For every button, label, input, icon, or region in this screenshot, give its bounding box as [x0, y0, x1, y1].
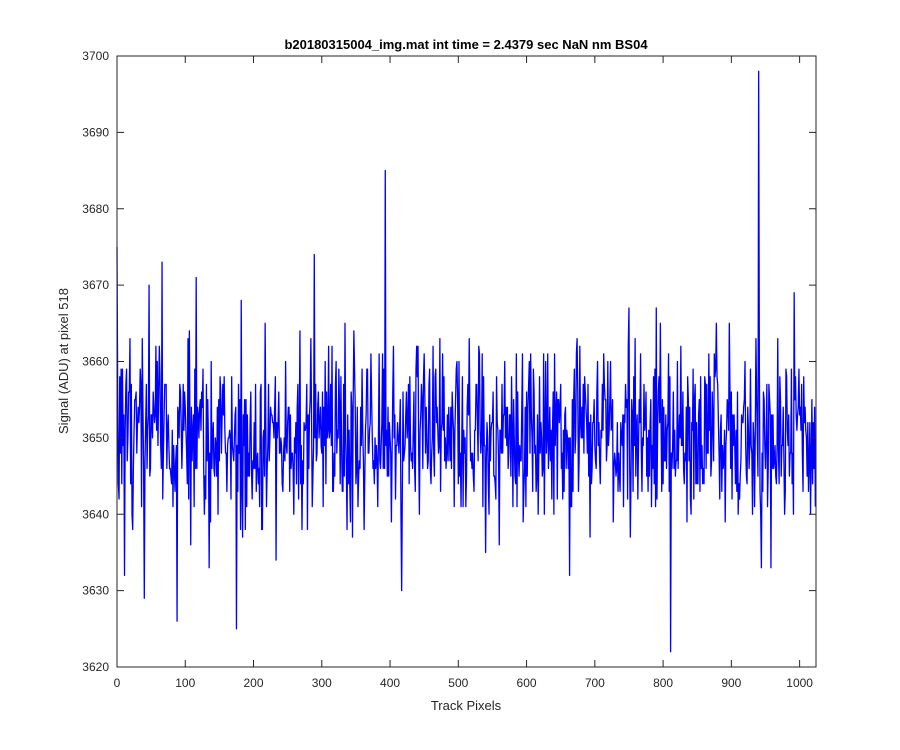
x-tick-label: 900: [721, 676, 741, 690]
y-tick-label: 3660: [82, 355, 109, 369]
x-tick-label: 200: [244, 676, 264, 690]
y-axis-ticks: 3620 3630 3640 3650 3660 3670 3680 3690 3700: [82, 49, 816, 674]
y-tick-label: 3670: [82, 278, 109, 292]
y-tick-label: 3690: [82, 125, 109, 139]
x-tick-label: 300: [312, 676, 332, 690]
x-tick-label: 1000: [786, 676, 813, 690]
axes-box: [116, 55, 817, 668]
x-tick-label: 600: [517, 676, 537, 690]
y-tick-label: 3630: [82, 584, 109, 598]
x-tick-label: 800: [653, 676, 673, 690]
y-axis-label: Signal (ADU) at pixel 518: [56, 288, 71, 434]
y-tick-label: 3620: [82, 660, 109, 674]
x-tick-label: 400: [380, 676, 400, 690]
x-tick-label: 0: [114, 676, 121, 690]
y-tick-label: 3650: [82, 431, 109, 445]
x-tick-label: 100: [175, 676, 195, 690]
x-tick-label: 700: [585, 676, 605, 690]
chart-title: b20180315004_img.mat int time = 2.4379 s…: [284, 37, 648, 52]
x-tick-label: 500: [448, 676, 468, 690]
x-axis-label: Track Pixels: [431, 698, 502, 713]
series-group: [116, 70, 816, 653]
y-tick-label: 3640: [82, 507, 109, 521]
plot-area: [117, 56, 816, 667]
x-axis-ticks: 0 100 200 300 400 500 600 700 800 900 1000: [114, 56, 813, 690]
series-line-0: [116, 70, 816, 653]
y-tick-label: 3700: [82, 49, 109, 63]
y-tick-label: 3680: [82, 202, 109, 216]
